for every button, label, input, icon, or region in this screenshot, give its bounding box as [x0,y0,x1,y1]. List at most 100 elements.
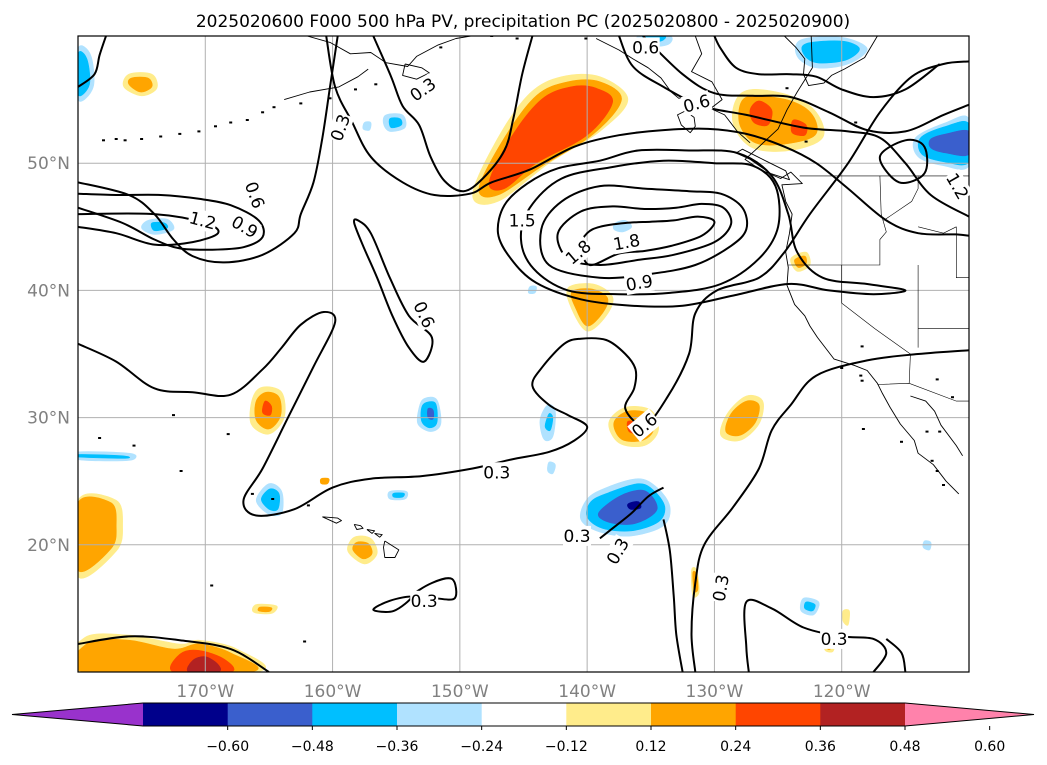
colorbar-tick-label: 0.60 [974,739,1005,755]
contour-label: 0.3 [411,592,438,612]
coastline-13 [374,532,383,538]
border-3 [877,382,969,402]
pc-blob-26 [127,76,153,93]
colorbar-tick-label: 0.48 [889,739,920,755]
contour-label-bg [405,73,441,106]
island-mark [860,345,864,348]
pv-contour-5 [78,212,220,247]
coastline-5 [735,148,790,181]
contour-label-bg [941,168,974,204]
pv-contour-22 [325,36,969,237]
island-mark [900,440,903,443]
island-mark [245,119,249,121]
colorbar [11,702,1035,727]
colorbar-segment [566,703,652,726]
political-borders [788,175,969,402]
colorbar-tick-label: −0.36 [376,739,419,755]
island-mark [226,433,230,436]
contour-label-bg [820,628,849,649]
island-mark [250,492,254,495]
lat-tick-label: 50°N [27,154,70,174]
contour-label-bg [227,211,262,243]
island-mark [172,414,175,417]
contour-label: 0.3 [483,463,510,483]
contour-label-group: 0.3 [482,462,511,483]
island-mark [214,125,217,128]
pv-contour-12 [743,598,888,672]
island-mark [854,121,858,124]
contour-label-group: 0.3 [410,590,439,612]
border-4 [883,175,919,221]
pv-contour-2 [78,36,107,88]
contour-label: 1.5 [509,211,536,231]
contour-label-bg [602,534,634,569]
island-mark [785,87,789,90]
pv-contour-1 [642,36,969,134]
colorbar-segment [397,703,483,726]
colorbar-segment [481,703,567,726]
pc-blob-68 [803,601,816,612]
island-mark [261,111,265,114]
island-mark [179,470,183,472]
chart-title: 2025020600 F000 500 hPa PV, precipitatio… [196,12,850,32]
pc-blob-66 [547,461,556,475]
lon-tick-label: 130°W [686,682,744,702]
coastline-3 [691,36,751,144]
island-mark [861,428,865,430]
contour-label-bg [680,90,713,117]
contour-label-bg [631,37,660,58]
pc-blob-52 [427,407,435,420]
lon-tick-label: 160°W [304,682,362,702]
contour-label-bg [326,111,355,145]
island-mark [374,83,378,86]
coastline-8 [402,63,430,80]
pc-blob-22 [186,656,222,672]
pv-contour-7 [353,218,434,363]
contour-label-group: 0.9 [623,270,655,296]
contour-label-group: 0.3 [820,628,849,650]
island-mark [210,584,214,587]
colorbar-tick-label: −0.48 [291,739,334,755]
pc-blob-18 [78,496,117,573]
pv-contour-11 [690,349,969,672]
island-mark [102,139,105,142]
contour-label-bg [508,210,537,231]
colorbar-segment [143,703,229,726]
pc-blob-30 [257,606,273,613]
island-mark [197,130,201,133]
island-mark [306,504,310,507]
colorbar-segment [312,703,398,726]
island-mark [271,498,275,500]
island-mark [272,106,276,109]
lat-tick-label: 20°N [27,536,70,556]
lat-tick-label: 40°N [27,281,70,301]
coastline-4 [677,110,696,134]
pc-blob-65 [392,492,405,498]
latitude-tick-labels: 20°N 30°N 40°N 50°N [27,154,70,556]
island-mark [123,139,127,142]
colorbar-extend-max [905,703,1034,726]
pv-contour-16 [713,36,941,99]
contour-label-group: 1.5 [508,210,537,231]
island-mark [840,367,844,369]
coastline-11 [353,523,364,530]
colorbar-tick-label: −0.60 [206,739,249,755]
border-7 [918,226,957,234]
coastline-9 [595,38,695,99]
pc-blob-33 [319,477,330,485]
coastline-6 [306,36,474,67]
pc-blob-54 [260,488,281,512]
pv-contour-24 [878,138,929,184]
colorbar-tick-label: 0.24 [720,739,751,755]
island-mark [860,379,864,382]
pv-contour-15 [599,486,664,540]
pv-contour-21 [496,148,907,308]
island-mark [354,88,357,91]
island-mark [942,484,945,486]
island-mark [159,135,163,138]
contour-label-bg [708,572,734,604]
contour-label-group: 0.3 [708,572,734,604]
colorbar-outline [11,702,1035,727]
pv-contours [78,36,969,672]
